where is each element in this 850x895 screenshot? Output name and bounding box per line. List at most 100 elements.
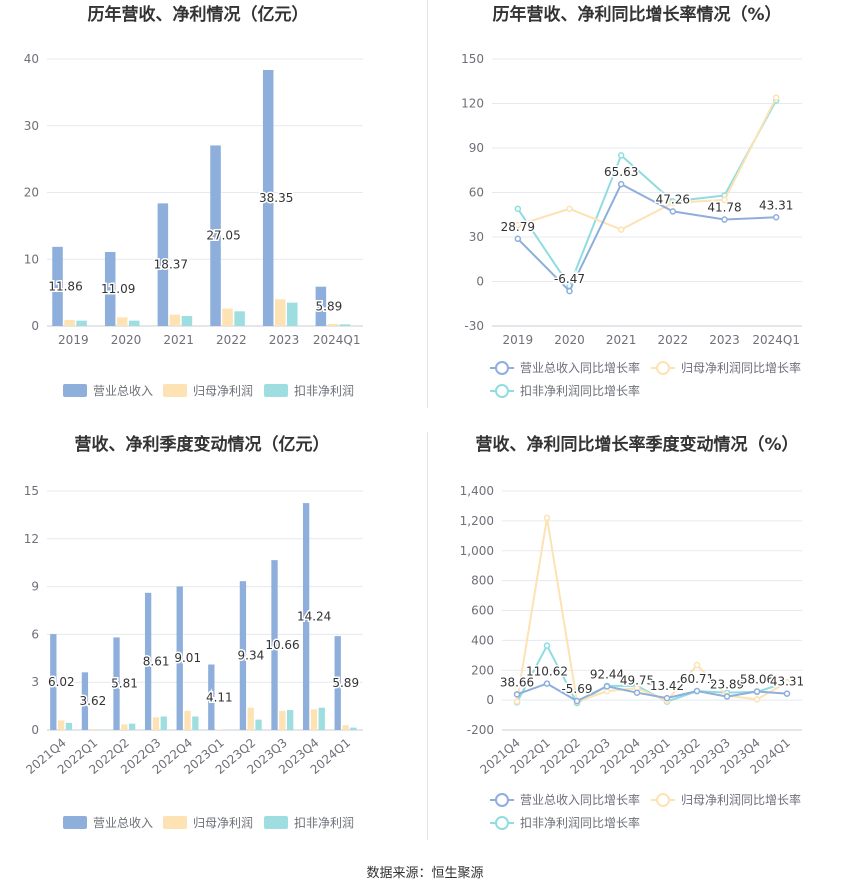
bar-parent-profit [184, 711, 190, 730]
y-tick-label: 600 [471, 604, 494, 618]
y-tick-label: 120 [461, 97, 484, 111]
legend-swatch [264, 384, 288, 397]
y-tick-label: 800 [471, 574, 494, 588]
y-tick-label: 0 [476, 275, 484, 289]
legend-marker [496, 817, 508, 829]
bar-nonrecurring-profit [192, 716, 198, 730]
line-point [785, 691, 790, 696]
data-label: 47.26 [656, 192, 690, 206]
bar-parent-profit [328, 324, 339, 326]
x-tick-label: 2023 [269, 333, 300, 347]
bar-nonrecurring-profit [161, 716, 167, 730]
line-point [665, 696, 670, 701]
y-tick-label: 200 [471, 663, 494, 677]
data-label: 9.34 [238, 649, 265, 663]
bar-parent-profit [153, 717, 159, 730]
line-point [545, 643, 550, 648]
chart-title: 营收、净利同比增长率季度变动情况（%） [475, 434, 798, 455]
bar-parent-profit [342, 725, 348, 730]
x-tick-label: 2021 [163, 333, 194, 347]
bar-parent-profit [275, 299, 286, 326]
bar-parent-profit [58, 720, 64, 730]
legend-label: 归母净利润 [193, 384, 253, 398]
line-point [575, 698, 580, 703]
legend-label: 归母净利润同比增长率 [681, 360, 801, 375]
line-point [722, 217, 727, 222]
data-label: -6.47 [554, 272, 585, 286]
x-tick-label: 2020 [554, 333, 585, 347]
y-tick-label: 9 [31, 580, 39, 594]
y-tick-label: -200 [467, 723, 494, 737]
x-tick-label: 2024Q1 [313, 333, 361, 347]
y-tick-label: 1,000 [460, 544, 494, 558]
data-label: 43.31 [770, 675, 804, 689]
vertical-divider-top [427, 0, 428, 408]
legend-marker [496, 362, 508, 374]
bar-nonrecurring-profit [350, 728, 356, 730]
y-tick-label: 3 [31, 675, 39, 689]
data-label: 41.78 [707, 201, 741, 215]
y-tick-label: 20 [24, 186, 39, 200]
bar-nonrecurring-profit [255, 720, 261, 730]
x-tick-label: 2020 [111, 333, 142, 347]
data-label: 4.11 [206, 690, 233, 704]
legend-marker [496, 794, 508, 806]
data-label: 11.86 [48, 279, 82, 293]
line-point [619, 153, 624, 158]
line-point [755, 697, 760, 702]
x-tick-label: 2023 [709, 333, 740, 347]
line-point [725, 694, 730, 699]
bar-parent-profit [117, 317, 128, 326]
y-tick-label: 30 [24, 119, 39, 133]
line-point [605, 684, 610, 689]
y-tick-label: 1,400 [460, 484, 494, 498]
y-tick-label: 90 [469, 141, 484, 155]
line-point [545, 681, 550, 686]
legend-marker [657, 362, 669, 374]
legend-swatch [163, 816, 187, 829]
line-point [619, 182, 624, 187]
y-tick-label: 400 [471, 633, 494, 647]
data-label: 5.89 [316, 299, 343, 313]
y-tick-label: 0 [31, 723, 39, 737]
chart-title: 历年营收、净利情况（亿元） [88, 4, 309, 25]
bar-nonrecurring-profit [234, 311, 245, 326]
legend-label: 营业总收入同比增长率 [520, 360, 640, 375]
y-tick-label: 30 [469, 230, 484, 244]
line-point [567, 206, 572, 211]
bar-parent-profit [248, 708, 254, 730]
bar-parent-profit [170, 315, 181, 326]
line-point [515, 206, 520, 211]
bar-nonrecurring-profit [76, 321, 87, 326]
chart-3: 营收、净利季度变动情况（亿元）036912152021Q42022Q12022Q… [23, 434, 363, 830]
data-label: -5.69 [561, 682, 592, 696]
bar-parent-profit [90, 729, 96, 730]
legend-label: 营业总收入 [93, 384, 153, 398]
bar-nonrecurring-profit [319, 708, 325, 730]
y-tick-label: 0 [486, 693, 494, 707]
data-label: 8.61 [143, 654, 170, 668]
line-point [545, 515, 550, 520]
bar-nonrecurring-profit [129, 321, 140, 326]
y-tick-label: 15 [24, 484, 39, 498]
x-tick-label: 2022 [658, 333, 689, 347]
data-label: 5.89 [332, 676, 359, 690]
x-tick-label: 2024Q1 [752, 333, 800, 347]
y-tick-label: 0 [31, 319, 39, 333]
legend-swatch [163, 384, 187, 397]
bar-parent-profit [121, 724, 127, 730]
legend-swatch [63, 816, 87, 829]
data-label: 5.81 [111, 677, 138, 691]
data-label: 10.66 [265, 638, 299, 652]
data-label: 9.01 [174, 651, 201, 665]
data-label: 65.63 [604, 165, 638, 179]
data-label: 43.31 [759, 198, 793, 212]
data-source-note: 数据来源：恒生聚源 [0, 862, 850, 881]
y-tick-label: 150 [461, 52, 484, 66]
legend-marker [496, 385, 508, 397]
data-label: 11.09 [101, 282, 135, 296]
legend-label: 营业总收入 [93, 816, 153, 830]
line-point [774, 95, 779, 100]
